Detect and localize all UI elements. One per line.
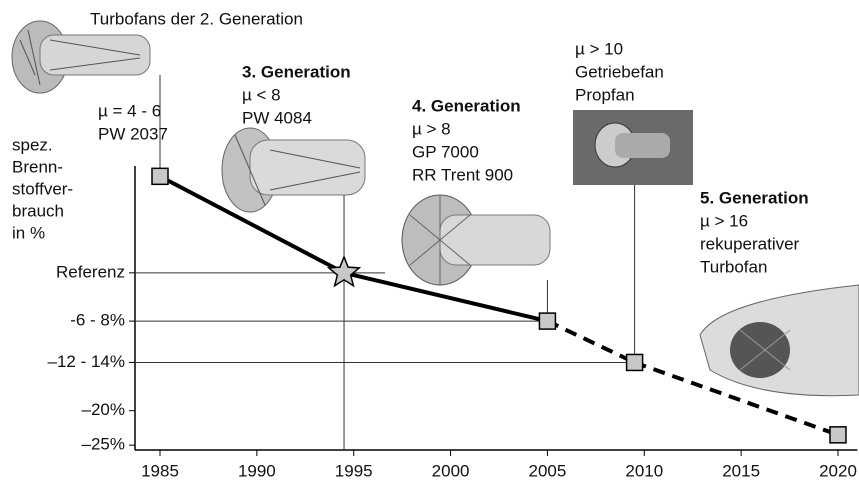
annotation: PW 2037 [98,124,168,143]
engine-image [573,110,693,185]
y-tick-label: -6 - 8% [70,311,125,330]
y-tick-label: –20% [82,400,125,419]
annotation: 4. Generation [412,96,521,115]
y-axis-label: brauch [12,201,64,220]
annotation: Turbofans der 2. Generation [90,9,303,28]
line-segment [546,319,636,365]
marker-star [326,254,362,288]
annotation: GP 7000 [412,142,479,161]
annotation: RR Trent 900 [412,165,513,184]
marker-square [538,312,557,330]
engine-image [221,127,366,213]
annotation: µ > 16 [700,211,748,230]
y-axis-label: spez. [12,135,53,154]
y-tick-label: Referenz [56,262,125,281]
line-segment [343,270,548,324]
x-tick-label: 2015 [722,461,760,480]
y-axis-label: Brenn- [12,157,63,176]
annotation: µ > 8 [412,119,451,138]
annotation: Propfan [575,85,635,104]
annotation: Getriebefan [575,62,664,81]
x-tick-label: 2020 [819,461,857,480]
annotation: µ > 10 [575,39,623,58]
annotation: PW 4084 [242,108,312,127]
x-tick-label: 1985 [141,461,179,480]
x-tick-label: 2005 [529,461,567,480]
x-tick-label: 1990 [238,461,276,480]
annotation: 3. Generation [242,62,351,81]
x-tick-label: 1995 [335,461,373,480]
marker-square [151,167,169,186]
annotation: 5. Generation [700,188,809,207]
annotation: µ < 8 [242,85,281,104]
line-segment [633,360,839,437]
engine-image [11,20,151,94]
x-tick-label: 2010 [625,461,663,480]
engine-images [11,20,859,397]
annotation: rekuperativer [700,234,800,253]
y-axis-label: stoffver- [12,179,73,198]
y-tick-label: –12 - 14% [48,352,126,371]
annotation: µ = 4 - 6 [98,101,161,120]
y-axis-label: in % [12,223,45,242]
engine-image [401,194,551,286]
engine-image [699,284,859,397]
marker-square [625,353,644,372]
annotation: Turbofan [700,257,767,276]
y-tick-label: –25% [82,435,125,454]
line-segment [159,174,345,275]
marker-square [829,426,847,444]
x-tick-label: 2000 [432,461,470,480]
